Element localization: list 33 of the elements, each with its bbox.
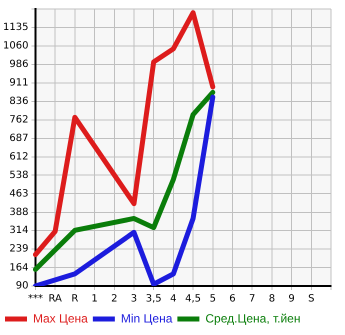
y-tick-label: 164 bbox=[9, 262, 28, 274]
legend-label: Сред.Цена, т.йен bbox=[205, 311, 300, 326]
x-tick-label: 6 bbox=[229, 294, 236, 305]
y-tick-label: 90 bbox=[16, 280, 28, 292]
x-tick-label: 2 bbox=[111, 294, 118, 305]
y-tick-label: 388 bbox=[9, 206, 28, 218]
y-tick-label: 314 bbox=[9, 225, 28, 236]
x-tick-label: 1 bbox=[91, 294, 98, 305]
x-tick-label: 3,5 bbox=[146, 294, 162, 305]
y-tick-label: 1135 bbox=[2, 22, 28, 34]
x-tick-label: 4 bbox=[170, 294, 177, 305]
y-tick-label: 986 bbox=[9, 58, 28, 70]
y-tick-label: 762 bbox=[9, 114, 28, 126]
x-tick-label: *** bbox=[28, 294, 43, 305]
y-tick-label: 836 bbox=[9, 96, 28, 108]
x-tick-label: 3 bbox=[130, 294, 138, 305]
y-tick-label: 612 bbox=[9, 151, 28, 162]
x-tick-label: 8 bbox=[268, 294, 276, 305]
y-tick-label: 239 bbox=[9, 244, 28, 255]
legend-label: Max Цена bbox=[33, 311, 88, 326]
y-tick-label: 911 bbox=[9, 78, 28, 89]
y-tick-label: 1060 bbox=[2, 40, 28, 52]
x-tick-label: R bbox=[71, 294, 78, 305]
y-tick-label: 687 bbox=[9, 132, 28, 144]
legend-label: Min Цена bbox=[120, 311, 173, 326]
x-tick-label: S bbox=[308, 294, 314, 305]
y-tick-label: 463 bbox=[9, 188, 28, 200]
x-tick-label: 7 bbox=[249, 294, 256, 305]
x-tick-label: RA bbox=[48, 294, 62, 305]
x-tick-label: 5 bbox=[210, 294, 216, 305]
x-tick-label: 9 bbox=[288, 294, 295, 305]
y-tick-label: 538 bbox=[9, 170, 28, 181]
x-tick-label: 4,5 bbox=[185, 294, 202, 305]
